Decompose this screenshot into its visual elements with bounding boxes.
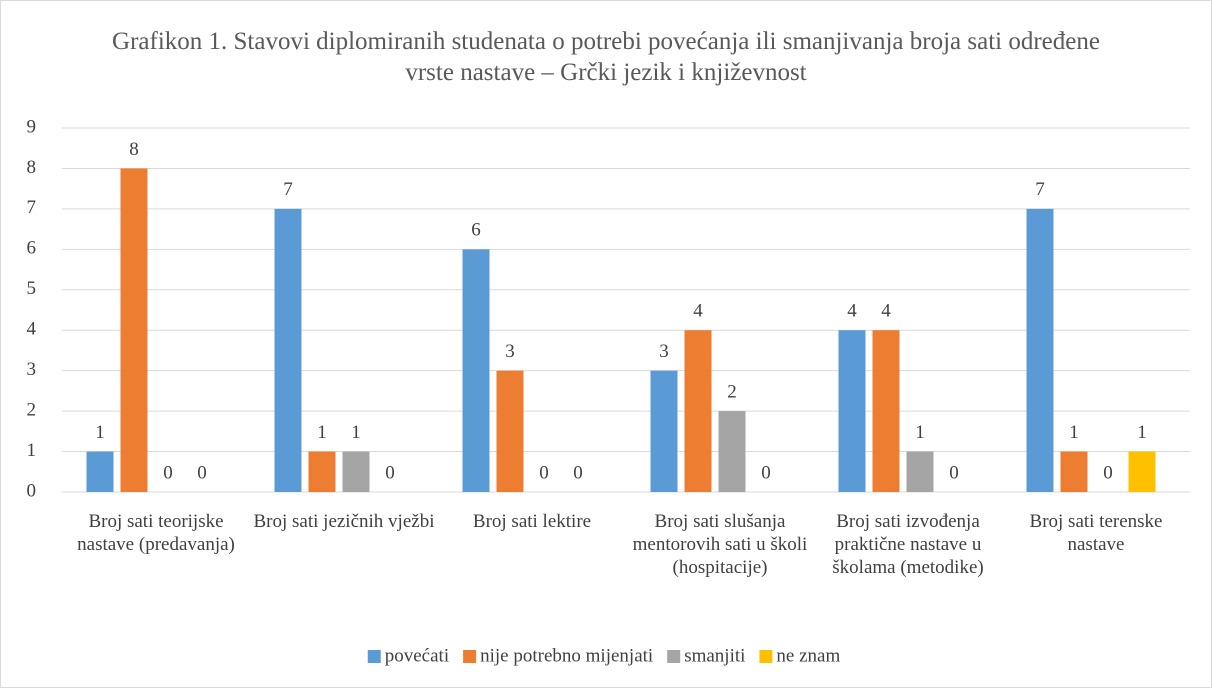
value-label: 3: [659, 341, 669, 362]
value-label: 7: [283, 179, 293, 200]
bar: [120, 168, 148, 492]
x-tick-label: Broj sati slušanja mentorovih sati u ško…: [632, 511, 808, 578]
bar: [684, 330, 712, 492]
x-tick-label: Broj sati teorijske nastave (predavanja): [77, 511, 235, 555]
x-tick-label: Broj sati terenske nastave: [1029, 511, 1163, 555]
value-label: 8: [129, 139, 139, 160]
value-label: 1: [95, 422, 105, 443]
legend-label: nije potrebno mijenjati: [480, 645, 653, 666]
value-label: 4: [693, 301, 703, 322]
value-label: 0: [197, 462, 207, 483]
bar: [718, 411, 746, 492]
bar: [86, 451, 114, 492]
value-label: 3: [505, 341, 515, 362]
legend-swatch: [463, 650, 477, 663]
value-label: 6: [471, 220, 481, 241]
value-label: 0: [385, 462, 395, 483]
chart-title: Grafikon 1. Stavovi diplomiranih studena…: [112, 28, 1100, 86]
bar: [906, 451, 934, 492]
legend-swatch: [367, 650, 381, 663]
value-label: 0: [761, 462, 771, 483]
x-tick-label: Broj sati izvođenja praktične nastave u …: [832, 511, 984, 578]
value-label: 1: [351, 422, 361, 443]
value-label: 7: [1035, 179, 1045, 200]
y-tick-label: 9: [27, 116, 37, 137]
value-label: 4: [881, 301, 891, 322]
y-tick-label: 4: [27, 319, 37, 340]
y-tick-label: 8: [27, 157, 37, 178]
y-tick-label: 2: [27, 399, 37, 420]
bar: [308, 451, 336, 492]
y-tick-label: 7: [27, 197, 37, 218]
y-tick-label: 3: [27, 359, 37, 380]
legend-label: povećati: [385, 645, 449, 666]
value-label: 1: [1069, 422, 1079, 443]
bar: [462, 249, 490, 492]
bar: [1026, 208, 1054, 492]
legend-label: ne znam: [776, 645, 840, 666]
y-tick-label: 5: [27, 278, 37, 299]
legend-swatch: [667, 650, 681, 663]
value-label: 0: [539, 462, 549, 483]
bar: [1060, 451, 1088, 492]
value-label: 1: [317, 422, 327, 443]
value-label: 4: [847, 301, 857, 322]
value-label: 1: [915, 422, 925, 443]
x-tick-label: Broj sati lektire: [472, 511, 592, 532]
legend-label: smanjiti: [684, 645, 745, 666]
y-tick-label: 0: [27, 480, 37, 501]
bar: [1128, 451, 1156, 492]
bar: [342, 451, 370, 492]
bar: [838, 330, 866, 492]
y-tick-label: 1: [27, 440, 37, 461]
bar: [274, 208, 302, 492]
value-label: 0: [949, 462, 959, 483]
bar: [650, 370, 678, 492]
value-label: 1: [1137, 422, 1147, 443]
value-label: 0: [1103, 462, 1113, 483]
legend-swatch: [759, 650, 773, 663]
value-label: 0: [163, 462, 173, 483]
value-label: 0: [573, 462, 583, 483]
x-tick-label: Broj sati jezičnih vježbi: [253, 511, 435, 532]
bar: [496, 370, 524, 492]
bar: [872, 330, 900, 492]
y-tick-label: 6: [27, 238, 37, 259]
value-label: 2: [727, 381, 737, 402]
